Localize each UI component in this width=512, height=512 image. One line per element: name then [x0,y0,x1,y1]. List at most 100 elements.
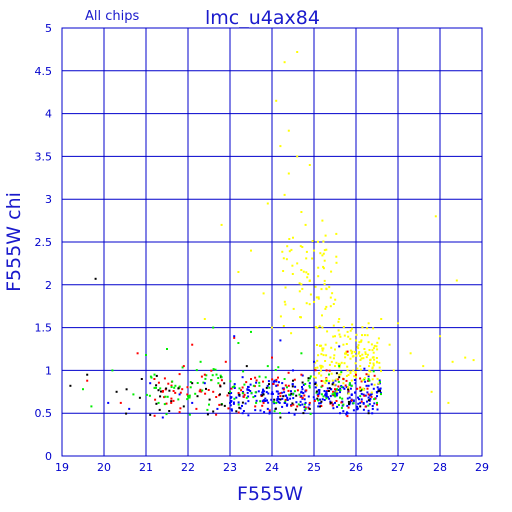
data-point [324,360,327,362]
data-point [346,404,349,407]
data-point [229,380,232,383]
data-point [119,401,122,404]
data-point [203,382,206,385]
data-point [324,392,327,395]
data-point [253,385,256,388]
data-point [308,303,311,306]
data-point [283,378,286,380]
data-point [217,377,220,379]
y-tick-label: 1.5 [35,322,53,335]
data-point [258,375,261,378]
data-point [339,391,341,394]
data-point [356,387,359,390]
data-point [322,240,325,243]
data-point [241,376,244,379]
data-point [329,305,332,308]
data-point [275,99,278,102]
data-point [308,403,311,406]
data-point [354,391,357,394]
data-point [203,373,206,376]
data-point [303,406,306,409]
data-point [293,378,296,381]
data-point [317,240,319,243]
y-tick-label: 4.5 [35,65,53,78]
data-point [368,379,371,382]
data-point [336,405,339,408]
data-point [266,365,269,368]
data-point [181,388,184,391]
data-point [350,384,353,387]
data-point [359,359,362,361]
data-point [262,389,264,392]
data-point [157,381,160,384]
data-point [111,369,114,372]
data-point [321,384,324,387]
data-point [359,355,362,357]
data-point [326,330,329,333]
data-point [348,396,351,399]
data-point [359,388,362,391]
data-point [397,322,399,325]
data-point [447,401,450,404]
data-point [300,269,303,271]
data-point [163,403,166,406]
data-point [337,362,340,365]
y-tick-label: 2.5 [35,236,53,249]
data-point [337,389,340,391]
data-point [262,399,265,402]
data-point [331,404,334,407]
data-point [153,373,156,376]
data-point [319,364,322,367]
data-point [347,335,350,338]
data-point [356,345,359,348]
data-point [355,333,358,336]
data-point [371,366,374,369]
data-point [321,365,324,368]
data-point [314,376,317,379]
data-point [372,362,375,365]
data-point [293,390,296,393]
data-point [218,403,221,406]
data-point [250,378,252,380]
data-point [255,399,258,402]
data-point [357,344,360,347]
data-point [277,392,280,395]
data-point [347,374,350,376]
data-point [157,401,160,404]
data-point [345,375,348,377]
data-point [379,381,381,383]
data-point [368,394,371,397]
data-point [304,401,307,404]
data-point [201,389,204,392]
data-point [335,261,338,264]
data-point [377,337,380,340]
data-point [330,270,333,273]
data-point [273,380,275,383]
data-point [327,396,329,399]
data-point [165,387,168,390]
data-point [233,336,236,339]
data-point [286,396,289,399]
data-point [241,404,243,407]
data-point [305,257,308,260]
y-tick-label: 3 [45,193,52,206]
data-point [243,393,246,396]
data-point [321,398,324,401]
data-point [347,392,350,395]
data-point [350,379,353,382]
data-point [277,401,280,403]
data-point [321,314,323,317]
data-point [214,368,217,371]
data-point [262,401,265,404]
data-point [268,409,271,412]
data-point [372,327,375,330]
data-point [287,172,290,175]
data-point [380,370,382,373]
data-point [205,387,207,390]
data-point [252,384,255,387]
data-point [268,411,271,414]
data-point [291,385,294,388]
data-point [324,234,327,237]
data-point [321,219,324,222]
data-point [288,393,291,396]
